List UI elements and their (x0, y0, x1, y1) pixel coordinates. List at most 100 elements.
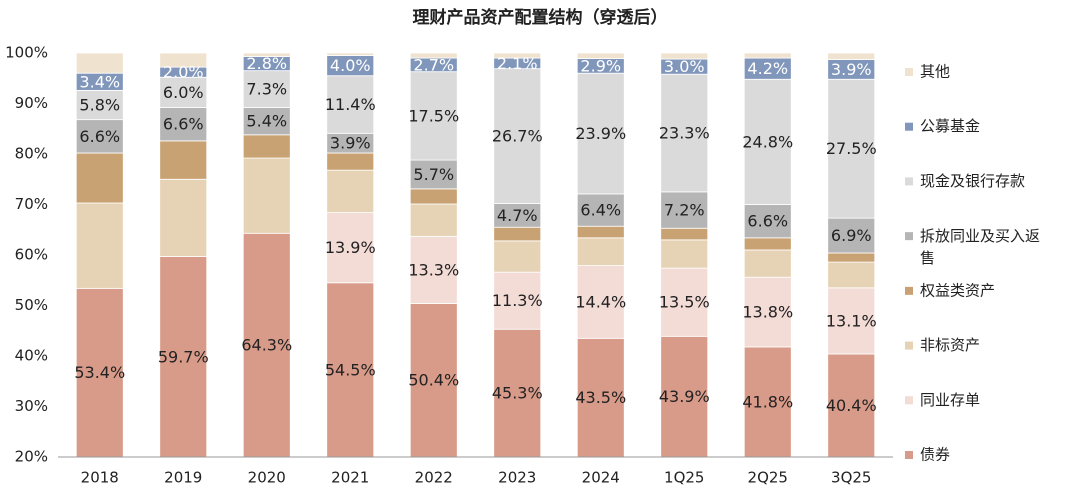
value-label: 5.7% (413, 165, 454, 184)
bar-segment (326, 53, 375, 56)
bar-segment (326, 169, 375, 213)
y-tick-label: 30% (15, 397, 48, 415)
value-label: 6.6% (163, 115, 204, 134)
bar-segment (409, 235, 458, 304)
bar-segment (242, 53, 291, 57)
bar-segment (409, 188, 458, 205)
legend-swatch (905, 396, 913, 405)
x-tick-label: 2019 (164, 469, 202, 487)
bar-segment (827, 261, 876, 289)
value-label: 13.3% (408, 260, 459, 279)
value-label: 3.0% (664, 57, 705, 76)
x-tick-label: 3Q25 (831, 469, 871, 487)
value-label: 59.7% (158, 347, 209, 366)
value-label: 43.9% (659, 387, 710, 406)
bar-segment (326, 282, 375, 457)
bar-segment (827, 53, 876, 60)
value-label: 3.9% (330, 134, 371, 153)
legend-swatch (905, 232, 913, 241)
bar-segment (743, 53, 792, 59)
legend-swatch (905, 286, 913, 295)
value-label: 5.4% (246, 112, 287, 131)
y-tick-label: 60% (15, 246, 48, 264)
legend-line: 拆放同业及买入返 (920, 227, 1040, 245)
value-label: 2.9% (580, 56, 621, 75)
value-label: 13.1% (826, 311, 877, 330)
value-label: 11.4% (325, 95, 376, 114)
x-tick-label: 1Q25 (664, 469, 704, 487)
bar-segment (827, 252, 876, 263)
bar-segment (75, 202, 124, 289)
bar-segment (242, 134, 291, 159)
value-label: 17.5% (408, 106, 459, 125)
value-label: 7.3% (246, 80, 287, 99)
legend-swatch (905, 177, 913, 186)
x-tick-label: 2023 (498, 469, 536, 487)
legend-label: 非标资产 (920, 336, 980, 354)
y-tick-label: 50% (15, 296, 48, 314)
bar-segment (159, 107, 208, 142)
value-label: 4.0% (330, 56, 371, 75)
x-tick-label: 2020 (248, 469, 286, 487)
x-tick-label: 2021 (331, 469, 369, 487)
value-label: 6.6% (747, 212, 788, 231)
legend-label: 权益类资产 (920, 281, 995, 299)
value-label: 14.4% (575, 292, 626, 311)
legend-swatch (905, 341, 913, 350)
value-label: 5.8% (79, 96, 120, 115)
plot (75, 53, 876, 457)
bar-segment (576, 225, 625, 239)
y-tick-label: 70% (15, 195, 48, 213)
legend-swatch (905, 122, 913, 131)
value-label: 2.0% (163, 63, 204, 82)
y-tick-label: 80% (15, 145, 48, 163)
value-label: 13.5% (659, 293, 710, 312)
legend-line: 售 (920, 249, 935, 267)
bar-segment (159, 53, 208, 68)
value-label: 27.5% (826, 139, 877, 158)
bar-segment (493, 240, 542, 273)
bar-segment (326, 152, 375, 171)
bar-segment (576, 53, 625, 59)
bar-segment (576, 337, 625, 457)
value-label: 45.3% (492, 384, 543, 403)
value-label: 6.6% (79, 127, 120, 146)
value-label: 43.5% (575, 388, 626, 407)
bar-segment (827, 217, 876, 254)
bar-segment (743, 249, 792, 278)
legend-label: 债券 (920, 446, 950, 464)
value-label: 64.3% (241, 336, 292, 355)
value-label: 4.2% (747, 59, 788, 78)
bar-segment (409, 71, 458, 161)
value-label: 23.9% (575, 124, 626, 143)
legend-label: 公募基金 (920, 117, 980, 135)
value-label: 13.9% (325, 238, 376, 257)
bar-segment (660, 239, 709, 269)
bar-segment (493, 53, 542, 59)
bar-segment (242, 232, 291, 457)
x-tick-label: 2Q25 (748, 469, 788, 487)
bar-segment (827, 353, 876, 457)
value-label: 26.7% (492, 127, 543, 146)
bar-segment (660, 53, 709, 60)
bar-segment (75, 53, 124, 74)
bar-segment (660, 73, 709, 193)
y-tick-label: 20% (15, 448, 48, 466)
bar-segment (242, 157, 291, 234)
value-label: 2.7% (413, 55, 454, 74)
bar-segment (576, 237, 625, 267)
legend-label: 拆放同业及买入返售 (920, 227, 1040, 267)
bar-segment (576, 265, 625, 339)
value-label: 23.3% (659, 124, 710, 143)
legend-label: 其他 (920, 63, 950, 81)
x-tick-label: 2024 (582, 469, 620, 487)
y-tick-label: 100% (5, 44, 48, 62)
y-tick-label: 40% (15, 347, 48, 365)
value-label: 50.4% (408, 371, 459, 390)
value-label: 11.3% (492, 291, 543, 310)
x-tick-label: 2022 (415, 469, 453, 487)
bar-segment (493, 226, 542, 242)
bar-segment (409, 303, 458, 457)
value-label: 41.8% (742, 392, 793, 411)
